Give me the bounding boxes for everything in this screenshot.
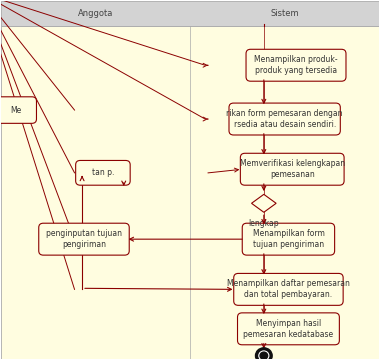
Text: Menyimpan hasil
pemesaran kedatabase: Menyimpan hasil pemesaran kedatabase: [243, 319, 334, 339]
FancyBboxPatch shape: [0, 97, 36, 123]
FancyBboxPatch shape: [246, 49, 346, 81]
FancyBboxPatch shape: [39, 223, 129, 255]
Circle shape: [260, 352, 268, 359]
FancyBboxPatch shape: [229, 103, 340, 135]
Text: Sistem: Sistem: [270, 9, 299, 18]
Polygon shape: [252, 194, 276, 212]
FancyBboxPatch shape: [76, 161, 130, 185]
Text: lengkap: lengkap: [249, 219, 279, 228]
Text: Menampilkan daftar pemesaran
dan total pembayaran.: Menampilkan daftar pemesaran dan total p…: [227, 279, 350, 300]
FancyBboxPatch shape: [234, 273, 343, 305]
Text: Memverifikasi kelengkapan
pemesanan: Memverifikasi kelengkapan pemesanan: [240, 159, 345, 179]
Text: penginputan tujuan
pengiriman: penginputan tujuan pengiriman: [46, 229, 122, 249]
Circle shape: [255, 348, 272, 360]
Text: Menampilkan produk-
produk yang tersedia: Menampilkan produk- produk yang tersedia: [254, 55, 338, 75]
FancyBboxPatch shape: [241, 153, 344, 185]
FancyBboxPatch shape: [1, 26, 379, 359]
Circle shape: [259, 351, 269, 360]
FancyBboxPatch shape: [238, 313, 339, 345]
Text: Menampilkan form
tujuan pengiriman: Menampilkan form tujuan pengiriman: [252, 229, 325, 249]
FancyBboxPatch shape: [1, 1, 379, 26]
Text: rikan form pemesaran dengan
rsedia atau desain sendiri.: rikan form pemesaran dengan rsedia atau …: [226, 109, 343, 129]
Text: Me: Me: [10, 105, 21, 114]
Text: Anggota: Anggota: [78, 9, 113, 18]
Text: tan p.: tan p.: [92, 168, 114, 177]
FancyBboxPatch shape: [242, 223, 335, 255]
